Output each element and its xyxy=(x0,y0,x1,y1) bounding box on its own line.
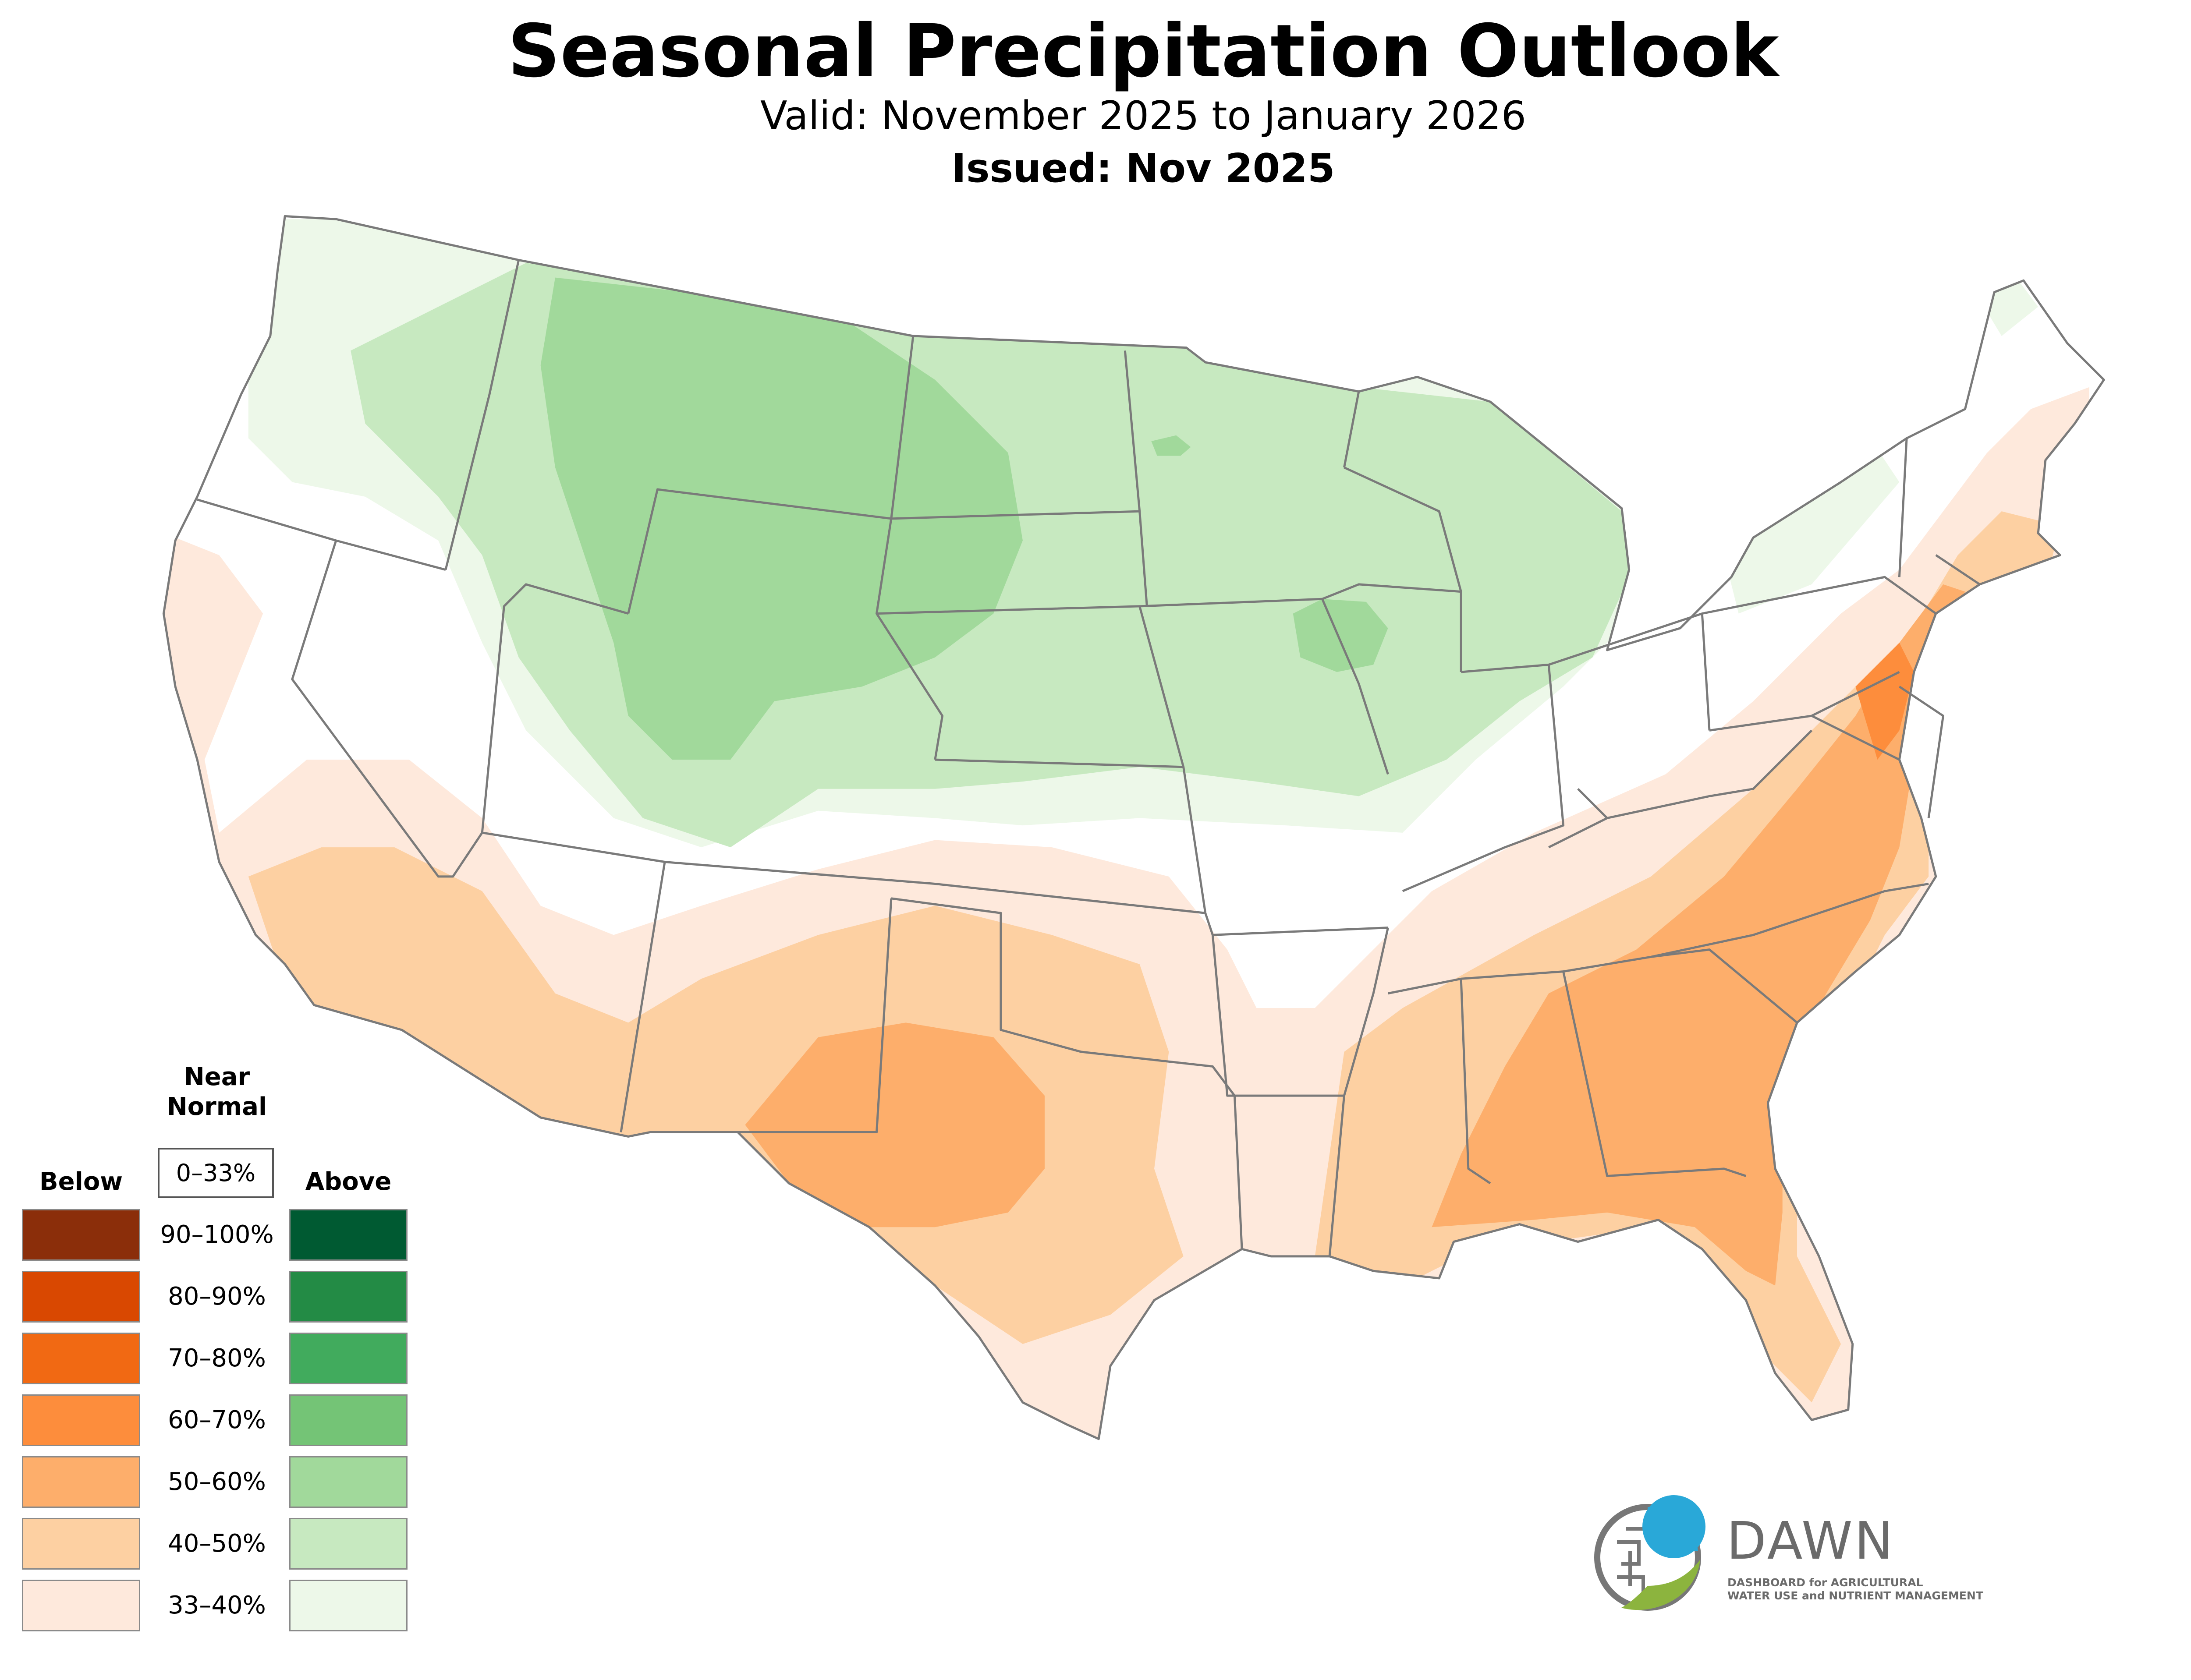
above-swatch-90-100 xyxy=(289,1209,408,1261)
range-label-50-60: 50–60% xyxy=(168,1468,266,1496)
below-swatch-33-40 xyxy=(22,1580,140,1631)
range-label-70-80: 70–80% xyxy=(168,1344,266,1372)
legend-below-heading: Below xyxy=(39,1167,123,1196)
above-swatch-33-40 xyxy=(289,1580,408,1631)
above-50-60-region-mn xyxy=(1151,435,1191,456)
near-normal-range-box: 0–33% xyxy=(158,1148,274,1198)
state-boundaries xyxy=(162,215,2105,1440)
below-swatch-90-100 xyxy=(22,1209,140,1261)
below-swatch-70-80 xyxy=(22,1333,140,1384)
above-swatch-80-90 xyxy=(289,1271,408,1323)
range-label-60-70: 60–70% xyxy=(168,1406,266,1434)
legend-near-normal-heading: Near Normal xyxy=(162,1062,272,1122)
range-label-33-40: 33–40% xyxy=(168,1591,266,1620)
below-50-60-region-sw xyxy=(745,1022,1045,1227)
above-swatch-70-80 xyxy=(289,1333,408,1384)
range-label-40-50: 40–50% xyxy=(168,1529,266,1558)
below-swatch-50-60 xyxy=(22,1456,140,1508)
near-normal-line1: Near xyxy=(184,1063,250,1091)
above-33-40-region-ne xyxy=(1724,438,1900,614)
above-50-60-region xyxy=(540,277,1023,760)
below-swatch-80-90 xyxy=(22,1271,140,1323)
range-label-80-90: 80–90% xyxy=(168,1282,266,1311)
below-swatch-60-70 xyxy=(22,1394,140,1446)
below-50-60-region-se xyxy=(1432,584,1965,1286)
range-label-90-100: 90–100% xyxy=(160,1220,274,1249)
logo-subtitle-line1: DASHBOARD for AGRICULTURAL xyxy=(1727,1576,1923,1589)
valid-period: Valid: November 2025 to January 2026 xyxy=(760,93,1527,139)
logo-subtitle-line2: WATER USE and NUTRIENT MANAGEMENT xyxy=(1727,1589,1983,1602)
legend-above-heading: Above xyxy=(305,1167,392,1196)
above-swatch-40-50 xyxy=(289,1518,408,1570)
dawn-logo xyxy=(1594,1495,1705,1611)
near-normal-line2: Normal xyxy=(167,1093,267,1121)
issued-date: Issued: Nov 2025 xyxy=(951,145,1335,191)
above-swatch-50-60 xyxy=(289,1456,408,1508)
above-50-60-region-iowa xyxy=(1293,599,1388,672)
logo-green-leaf xyxy=(1621,1560,1700,1610)
logo-blue-circle xyxy=(1642,1495,1705,1558)
above-swatch-60-70 xyxy=(289,1394,408,1446)
logo-wordmark: DAWN xyxy=(1727,1510,1895,1571)
below-swatch-40-50 xyxy=(22,1518,140,1570)
map-title: Seasonal Precipitation Outlook xyxy=(507,9,1779,94)
